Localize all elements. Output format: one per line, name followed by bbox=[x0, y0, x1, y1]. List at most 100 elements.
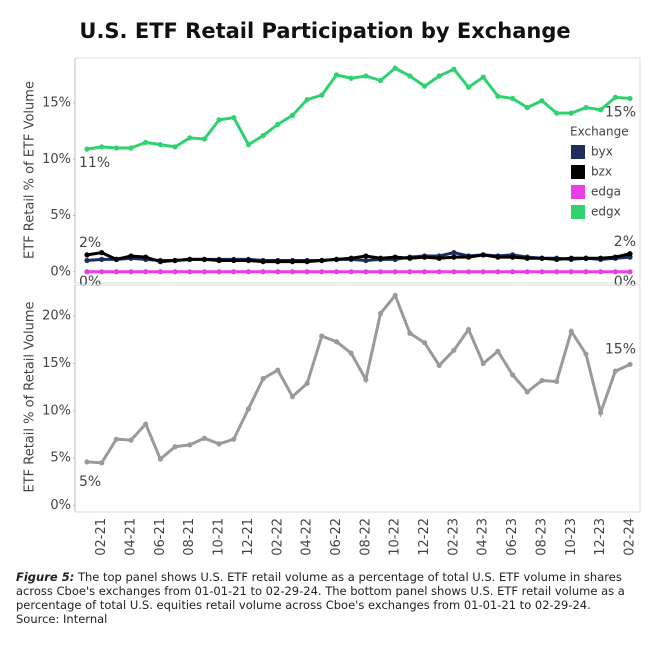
point bbox=[348, 75, 354, 81]
point bbox=[583, 269, 589, 275]
point bbox=[598, 410, 604, 416]
point bbox=[465, 254, 472, 260]
point bbox=[113, 269, 119, 275]
legend-swatch bbox=[571, 185, 585, 199]
point bbox=[392, 292, 398, 299]
value-label: 2% bbox=[614, 234, 636, 250]
point bbox=[509, 95, 516, 102]
point bbox=[99, 460, 105, 466]
point bbox=[260, 376, 266, 382]
point bbox=[128, 145, 134, 151]
point bbox=[113, 436, 119, 442]
x-tick-label: 08-22 bbox=[358, 518, 373, 556]
x-tick-label: 10-23 bbox=[564, 518, 579, 556]
point bbox=[568, 110, 574, 116]
y-tick-label: 20% bbox=[42, 309, 71, 324]
point bbox=[216, 269, 222, 275]
x-tick-label: 12-21 bbox=[241, 518, 256, 556]
point bbox=[480, 360, 486, 367]
value-label: 11% bbox=[79, 155, 110, 171]
point bbox=[363, 73, 369, 79]
value-label: 0% bbox=[79, 274, 101, 290]
point bbox=[451, 250, 457, 256]
point bbox=[421, 269, 428, 275]
point bbox=[275, 367, 281, 373]
point bbox=[289, 112, 296, 118]
point bbox=[509, 269, 516, 275]
legend-swatch bbox=[571, 165, 585, 179]
point bbox=[612, 94, 618, 100]
point bbox=[451, 347, 457, 353]
point bbox=[319, 333, 325, 339]
point bbox=[84, 252, 90, 258]
x-tick-label: 02-22 bbox=[270, 518, 285, 556]
point bbox=[187, 256, 193, 262]
point bbox=[304, 97, 310, 103]
x-tick-label: 08-23 bbox=[534, 518, 549, 556]
point bbox=[187, 135, 193, 141]
point bbox=[348, 255, 354, 261]
point bbox=[392, 254, 398, 260]
x-tick-label: 02-23 bbox=[446, 518, 461, 556]
point bbox=[524, 255, 530, 261]
point bbox=[436, 362, 442, 368]
point bbox=[172, 444, 178, 450]
point bbox=[598, 255, 604, 261]
point bbox=[231, 257, 237, 264]
point bbox=[421, 83, 428, 89]
point bbox=[436, 255, 442, 261]
point bbox=[568, 269, 574, 275]
point bbox=[157, 269, 163, 275]
point bbox=[363, 253, 369, 259]
point bbox=[627, 251, 633, 257]
point bbox=[465, 326, 472, 333]
point bbox=[84, 146, 90, 152]
chart-title: U.S. ETF Retail Participation by Exchang… bbox=[79, 19, 570, 43]
x-tick-label: 12-23 bbox=[593, 518, 608, 556]
point bbox=[201, 435, 208, 441]
point bbox=[143, 421, 149, 427]
point bbox=[231, 436, 237, 442]
value-label: 15% bbox=[605, 341, 636, 357]
point bbox=[143, 269, 149, 275]
x-tick-label: 12-22 bbox=[417, 518, 432, 556]
point bbox=[201, 256, 208, 262]
point bbox=[187, 442, 193, 448]
point bbox=[627, 269, 633, 275]
point bbox=[113, 256, 119, 262]
point bbox=[598, 269, 604, 275]
point bbox=[128, 269, 134, 275]
point bbox=[568, 255, 574, 261]
point bbox=[480, 74, 486, 80]
point bbox=[451, 254, 457, 260]
point bbox=[260, 259, 266, 265]
point bbox=[245, 269, 252, 275]
point bbox=[187, 269, 193, 275]
y-axis-label: ETF Retail % of Retail Volume bbox=[23, 302, 38, 493]
point bbox=[627, 361, 633, 368]
point bbox=[99, 269, 105, 275]
point bbox=[157, 142, 163, 148]
point bbox=[260, 133, 266, 139]
point bbox=[495, 93, 501, 99]
point bbox=[99, 250, 105, 256]
point bbox=[436, 73, 442, 79]
point bbox=[612, 368, 618, 374]
point bbox=[495, 269, 501, 275]
point bbox=[363, 269, 369, 275]
point bbox=[319, 257, 325, 264]
point bbox=[245, 257, 252, 264]
point bbox=[157, 456, 163, 462]
point bbox=[231, 115, 237, 121]
y-tick-label: 15% bbox=[42, 356, 71, 371]
line bbox=[86, 66, 631, 151]
x-tick-label: 02-21 bbox=[94, 518, 109, 556]
y-tick-label: 0% bbox=[50, 498, 71, 513]
x-tick-label: 10-22 bbox=[388, 518, 403, 556]
value-label: 15% bbox=[605, 105, 636, 121]
point bbox=[407, 330, 413, 336]
point bbox=[348, 269, 354, 275]
x-tick-label: 04-21 bbox=[124, 518, 139, 556]
point bbox=[216, 441, 222, 447]
